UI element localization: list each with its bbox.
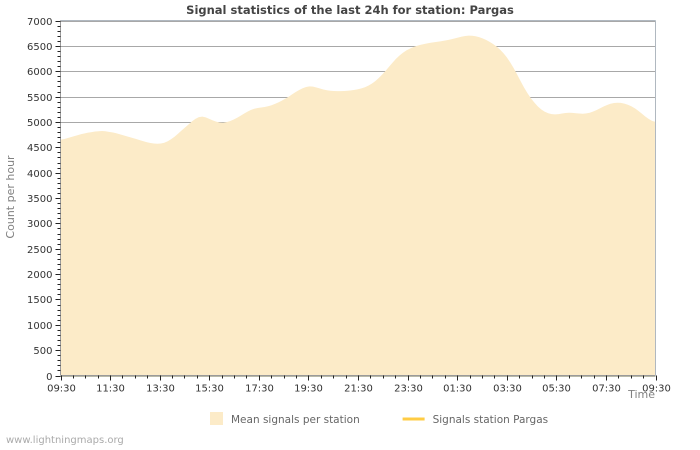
y-tick-label: 0 [46, 372, 52, 383]
area-fill-mean-signals [60, 35, 656, 376]
area-series-mean-signals [60, 35, 656, 376]
x-tick-label: 05:30 [542, 384, 571, 395]
chart-legend: Mean signals per station Signals station … [210, 412, 548, 426]
legend-item-label: Signals station Pargas [433, 414, 549, 426]
y-tick-label: 6000 [27, 67, 52, 78]
y-tick-label: 5000 [27, 118, 52, 129]
legend-swatch-area [210, 412, 223, 425]
y-tick-label: 4000 [27, 169, 52, 180]
y-axis-ticks [55, 21, 61, 377]
x-tick-label: 17:30 [245, 384, 274, 395]
watermark-text: www.lightningmaps.org [6, 435, 124, 446]
y-tick-label: 3500 [27, 194, 52, 205]
x-axis-tick-labels: 09:30 11:30 13:30 15:30 17:30 19:30 21:30 23:30… [47, 384, 671, 395]
x-tick-label: 11:30 [96, 384, 125, 395]
x-tick-label: 19:30 [294, 384, 323, 395]
y-axis-title: Count per hour [4, 155, 17, 239]
y-tick-label: 6500 [27, 42, 52, 53]
y-tick-label: 4500 [27, 143, 52, 154]
x-axis-ticks [61, 375, 657, 381]
y-tick-label: 3000 [27, 219, 52, 230]
y-tick-label: 7000 [27, 17, 52, 28]
y-axis-tick-labels: 0 500 1000 1500 2000 2500 3000 3500 4000 4500 5000… [27, 17, 52, 383]
y-tick-label: 1000 [27, 321, 52, 332]
x-axis-title: Time [627, 388, 655, 401]
x-tick-label: 13:30 [146, 384, 175, 395]
legend-item-label: Mean signals per station [231, 414, 360, 426]
x-tick-label: 21:30 [344, 384, 373, 395]
x-tick-label: 03:30 [493, 384, 522, 395]
x-tick-label: 15:30 [195, 384, 224, 395]
y-tick-label: 5500 [27, 93, 52, 104]
x-tick-label: 01:30 [443, 384, 472, 395]
y-tick-label: 2000 [27, 270, 52, 281]
y-tick-label: 2500 [27, 245, 52, 256]
page-title: Signal statistics of the last 24h for st… [186, 3, 514, 17]
x-tick-label: 09:30 [47, 384, 76, 395]
x-tick-label: 23:30 [394, 384, 423, 395]
y-tick-label: 500 [33, 346, 52, 357]
x-tick-label: 07:30 [592, 384, 621, 395]
y-tick-label: 1500 [27, 295, 52, 306]
x-tick-label: 09:30 [642, 384, 671, 395]
